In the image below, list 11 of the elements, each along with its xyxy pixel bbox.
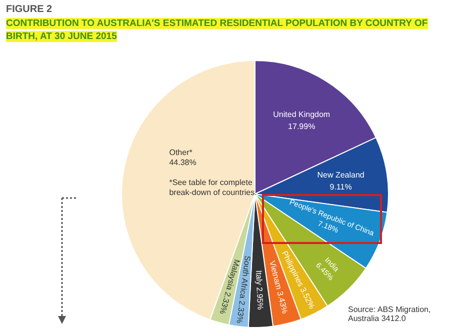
chart-subtitle: CONTRIBUTION TO AUSTRALIA'S ESTIMATED RESIDENTIAL POPULATION BY COUNTRY OF BIRTH, AT 30 JUNE 2015 — [6, 18, 428, 42]
slice-label: Italy 2.95% — [254, 270, 265, 310]
slice-label: Other* — [169, 148, 192, 157]
slice-label: New Zealand — [317, 170, 364, 180]
data-label: 9.11% — [330, 182, 352, 192]
slice-label: United Kingdom — [273, 110, 330, 120]
text: *See table for complete break-down of countries. — [169, 178, 257, 197]
source-note: Source: ABS Migration, Australia 3412.0 — [348, 305, 432, 323]
data-label: 17.99% — [288, 122, 316, 132]
data-label: 44.38% — [169, 158, 196, 167]
text: FIGURE 2 — [6, 4, 54, 15]
